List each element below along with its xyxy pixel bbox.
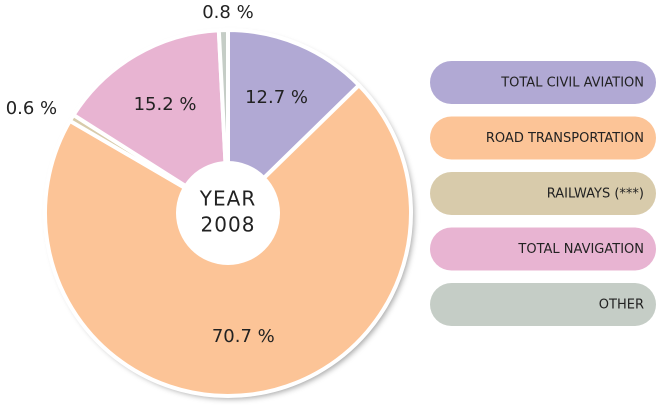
legend: TOTAL CIVIL AVIATION ROAD TRANSPORTATION R… (430, 61, 656, 326)
legend-label: RAILWAYS (***) (547, 187, 644, 202)
legend-swatch (430, 61, 656, 104)
legend-label: OTHER (599, 298, 644, 313)
donut-hole (176, 161, 280, 265)
center-label: YEAR (199, 187, 256, 211)
value-label: 0.8 % (202, 2, 253, 23)
legend-swatch (430, 227, 656, 271)
legend-swatch (430, 172, 656, 215)
legend-swatch (430, 116, 656, 160)
legend-label: TOTAL NAVIGATION (517, 242, 644, 257)
legend-swatch (430, 283, 656, 326)
value-label: 12.7 % (245, 87, 308, 108)
value-label: 70.7 % (212, 326, 275, 347)
value-label: 0.6 % (6, 98, 57, 119)
center-label: 2008 (201, 213, 256, 237)
legend-label: ROAD TRANSPORTATION (486, 131, 644, 146)
legend-label: TOTAL CIVIL AVIATION (500, 76, 644, 91)
slice (70, 28, 231, 217)
value-label: 15.2 % (134, 94, 197, 115)
slice (226, 27, 362, 218)
